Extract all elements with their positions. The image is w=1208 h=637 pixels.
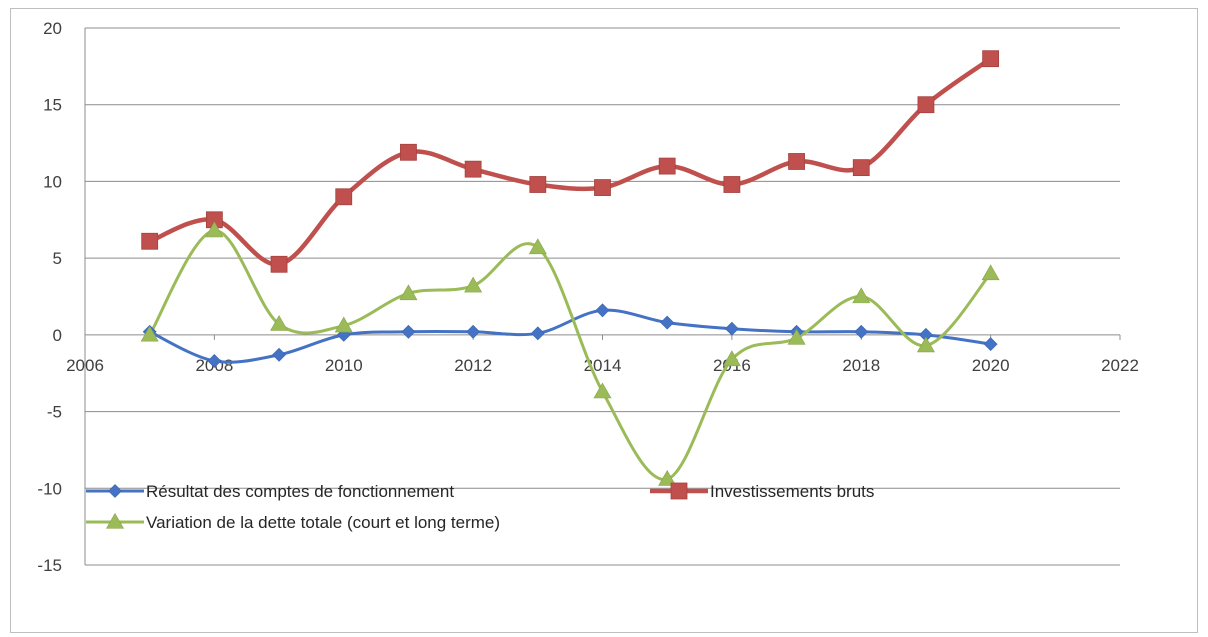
- data-point-3: [593, 382, 612, 399]
- data-point-3: [140, 325, 159, 342]
- data-point-1: [854, 324, 869, 339]
- data-point-3: [205, 221, 224, 238]
- data-point-1: [272, 347, 286, 362]
- data-point-2: [400, 143, 417, 161]
- data-point-2: [594, 179, 611, 196]
- data-point-1: [466, 324, 481, 339]
- x-tick-label: 2022: [1101, 356, 1139, 375]
- data-point-3: [981, 264, 1000, 281]
- data-point-2: [658, 157, 676, 175]
- y-tick-label: -15: [37, 556, 62, 575]
- y-tick-label: -5: [47, 403, 62, 422]
- legend-marker-2: [670, 482, 688, 500]
- legend: Résultat des comptes de fonctionnement In…: [86, 482, 874, 532]
- legend-label-2: Investissements bruts: [710, 482, 874, 501]
- data-point-3: [399, 284, 418, 301]
- data-point-3: [722, 350, 741, 367]
- legend-label-3: Variation de la dette totale (court et l…: [146, 513, 500, 532]
- x-tick-labels: 200620082010201220142016201820202022: [66, 356, 1139, 375]
- data-point-1: [336, 327, 351, 342]
- x-tick-label: 2010: [325, 356, 363, 375]
- data-point-3: [852, 287, 871, 304]
- legend-label-1: Résultat des comptes de fonctionnement: [146, 482, 454, 501]
- chart-frame: [10, 8, 1198, 633]
- data-point-3: [658, 469, 677, 486]
- data-point-2: [141, 232, 159, 250]
- data-point-2: [917, 96, 935, 114]
- x-tick-label: 2020: [972, 356, 1010, 375]
- x-tick-label: 2012: [454, 356, 492, 375]
- legend-marker-3: [105, 512, 125, 529]
- data-point-2: [270, 255, 288, 273]
- data-point-1: [401, 324, 416, 339]
- y-tick-label: 10: [43, 172, 62, 191]
- data-point-1: [660, 315, 675, 330]
- data-point-2: [464, 160, 482, 178]
- y-tick-label: 0: [53, 326, 62, 345]
- y-tick-label: 15: [43, 96, 62, 115]
- series-markers: [140, 50, 1000, 486]
- y-tick-label: 5: [53, 249, 62, 268]
- data-point-2: [982, 50, 1000, 68]
- data-point-1: [595, 303, 610, 318]
- data-point-3: [916, 336, 935, 353]
- data-point-2: [335, 188, 353, 206]
- data-point-1: [530, 326, 545, 341]
- data-point-2: [788, 153, 805, 170]
- data-point-3: [464, 276, 483, 293]
- data-point-3: [787, 328, 806, 345]
- x-tick-label: 2006: [66, 356, 104, 375]
- data-point-1: [207, 354, 222, 368]
- data-point-2: [723, 176, 741, 193]
- y-tick-label: 20: [43, 19, 62, 38]
- data-point-3: [528, 238, 547, 255]
- x-tick-label: 2018: [842, 356, 880, 375]
- data-point-1: [983, 337, 998, 351]
- y-tick-label: -10: [37, 479, 62, 498]
- data-point-2: [852, 159, 870, 177]
- data-point-1: [724, 321, 739, 336]
- y-tick-labels: 20 15 10 5 0 -5 -10 -15: [37, 19, 62, 575]
- data-point-3: [270, 315, 289, 331]
- data-point-2: [529, 176, 547, 193]
- data-point-3: [334, 316, 353, 333]
- legend-marker-1: [108, 484, 122, 498]
